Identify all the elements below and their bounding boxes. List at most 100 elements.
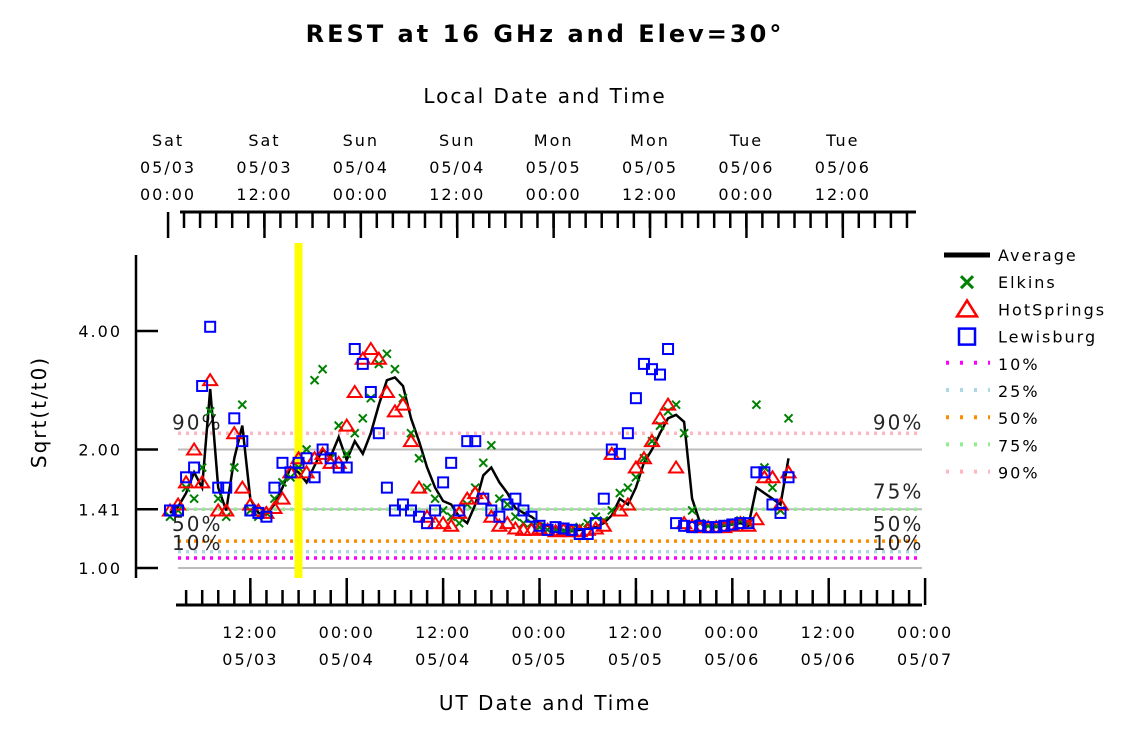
top-tick-time: 12:00 bbox=[815, 185, 871, 204]
point-hotsprings bbox=[466, 485, 485, 500]
point-lewisburg bbox=[244, 504, 257, 517]
point-lewisburg bbox=[461, 435, 474, 448]
point-lewisburg bbox=[404, 504, 417, 517]
point-lewisburg bbox=[509, 492, 522, 505]
point-elkins bbox=[414, 453, 424, 463]
point-lewisburg bbox=[188, 461, 201, 474]
point-lewisburg bbox=[581, 528, 594, 541]
point-elkins bbox=[679, 428, 689, 438]
y-tick-label: 1.00 bbox=[78, 559, 122, 578]
point-hotsprings bbox=[345, 384, 364, 398]
point-lewisburg bbox=[276, 456, 289, 469]
top-tick-time: 00:00 bbox=[140, 185, 196, 204]
top-tick-date: 05/04 bbox=[333, 158, 389, 177]
point-hotsprings bbox=[233, 479, 252, 494]
point-hotsprings bbox=[450, 505, 469, 519]
point-lewisburg bbox=[300, 452, 313, 465]
point-lewisburg bbox=[332, 461, 345, 474]
legend-swatch-lewisburg bbox=[957, 327, 977, 346]
point-hotsprings bbox=[442, 517, 460, 532]
point-elkins bbox=[309, 375, 320, 385]
point-hotsprings bbox=[185, 441, 203, 456]
point-lewisburg bbox=[196, 379, 209, 392]
point-lewisburg bbox=[493, 510, 506, 523]
bottom-tick-time: 00:00 bbox=[704, 623, 760, 642]
point-lewisburg bbox=[164, 504, 176, 517]
top-tick-date: 05/04 bbox=[429, 158, 485, 177]
point-lewisburg bbox=[413, 510, 426, 523]
point-hotsprings bbox=[394, 396, 412, 411]
point-elkins bbox=[317, 364, 328, 374]
point-elkins bbox=[189, 493, 199, 504]
bottom-tick-time: 00:00 bbox=[511, 623, 567, 642]
top-tick-day: Tue bbox=[729, 131, 763, 150]
point-elkins bbox=[430, 493, 440, 504]
percentile-label: 10% bbox=[172, 531, 222, 555]
point-lewisburg bbox=[469, 435, 482, 448]
point-lewisburg bbox=[356, 357, 369, 370]
point-lewisburg bbox=[654, 368, 667, 381]
point-hotsprings bbox=[506, 520, 525, 535]
point-lewisburg bbox=[260, 510, 273, 523]
point-lewisburg bbox=[421, 517, 434, 530]
top-tick-time: 00:00 bbox=[718, 185, 774, 204]
y-tick-label: 1.41 bbox=[78, 500, 122, 519]
point-lewisburg bbox=[437, 476, 450, 489]
point-hotsprings bbox=[434, 515, 452, 530]
top-tick-day: Mon bbox=[630, 131, 670, 150]
current-time-marker bbox=[294, 243, 303, 578]
point-lewisburg bbox=[782, 471, 795, 484]
top-tick-date: 05/06 bbox=[718, 158, 774, 177]
point-lewisburg bbox=[742, 517, 755, 530]
point-lewisburg bbox=[364, 385, 377, 398]
legend-swatch-hotsprings bbox=[954, 298, 980, 318]
bottom-tick-date: 05/03 bbox=[222, 650, 278, 669]
point-elkins bbox=[751, 399, 762, 410]
legend-swatch-elkins bbox=[959, 275, 975, 290]
point-hotsprings bbox=[386, 403, 404, 418]
point-elkins bbox=[301, 444, 312, 455]
point-elkins bbox=[615, 488, 625, 498]
legend-label: HotSprings bbox=[998, 300, 1106, 319]
top-tick-date: 05/03 bbox=[236, 158, 292, 177]
bottom-tick-time: 12:00 bbox=[415, 623, 471, 642]
point-hotsprings bbox=[337, 417, 356, 432]
point-hotsprings bbox=[201, 372, 219, 387]
point-lewisburg bbox=[372, 427, 385, 440]
point-hotsprings bbox=[273, 490, 292, 505]
point-lewisburg bbox=[758, 466, 771, 479]
top-axis-title: Local Date and Time bbox=[423, 84, 666, 108]
point-hotsprings bbox=[362, 341, 380, 356]
point-hotsprings bbox=[651, 410, 669, 425]
point-lewisburg bbox=[678, 519, 691, 532]
point-elkins bbox=[213, 493, 223, 504]
point-hotsprings bbox=[635, 450, 653, 465]
point-lewisburg bbox=[702, 521, 715, 534]
percentile-label: 90% bbox=[172, 410, 222, 434]
point-elkins bbox=[237, 399, 248, 410]
legend-label: 75% bbox=[998, 436, 1040, 455]
point-lewisburg bbox=[670, 517, 683, 530]
top-tick-day: Sat bbox=[152, 131, 184, 150]
y-axis-label: Sqrt(t/t0) bbox=[27, 356, 51, 468]
point-lewisburg bbox=[710, 521, 723, 534]
top-tick-time: 12:00 bbox=[622, 185, 678, 204]
point-elkins bbox=[406, 428, 416, 438]
point-lewisburg bbox=[597, 492, 610, 505]
point-lewisburg bbox=[284, 466, 297, 479]
point-hotsprings bbox=[627, 459, 645, 474]
point-lewisburg bbox=[172, 504, 185, 517]
point-elkins bbox=[366, 393, 376, 403]
point-hotsprings bbox=[619, 496, 637, 511]
point-lewisburg bbox=[340, 461, 353, 474]
point-lewisburg bbox=[429, 504, 442, 517]
point-lewisburg bbox=[212, 481, 225, 494]
top-tick-time: 12:00 bbox=[236, 185, 292, 204]
point-hotsprings bbox=[265, 500, 284, 515]
point-elkins bbox=[478, 458, 488, 468]
point-hotsprings bbox=[169, 496, 187, 511]
legend: Average Elkins HotSprings Lewisburg 10% 25% 50… bbox=[944, 246, 1106, 483]
point-lewisburg bbox=[324, 452, 337, 465]
chart-title: REST at 16 GHz and Elev=30° bbox=[306, 20, 785, 48]
